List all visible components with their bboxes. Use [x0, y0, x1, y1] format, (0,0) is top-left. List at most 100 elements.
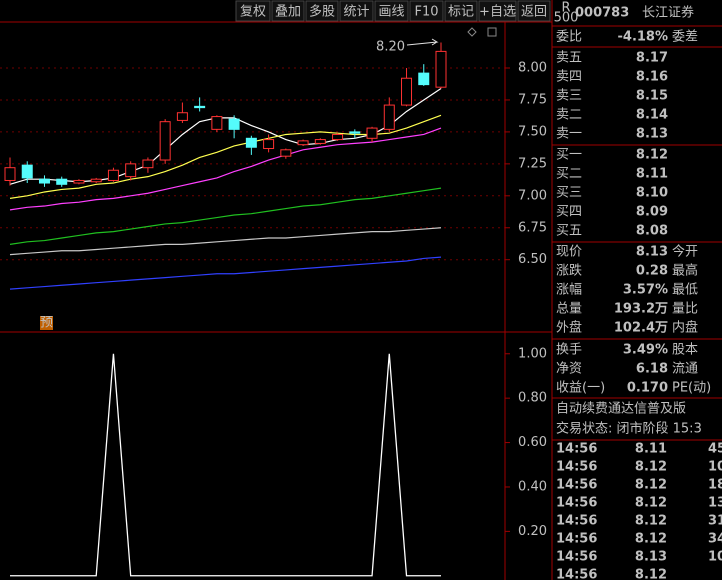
tick-volume: 31 — [708, 514, 722, 529]
stock-code: 000783 — [575, 6, 629, 21]
row-value: 8.17 — [636, 51, 668, 66]
tick-time: 14:56 — [556, 514, 597, 529]
y-tick-label: 7.75 — [518, 92, 547, 107]
toolbar-button[interactable] — [305, 0, 339, 22]
icon[interactable] — [467, 27, 477, 37]
y-tick-label: 7.25 — [518, 156, 547, 171]
high-label: 8.20 — [376, 40, 405, 55]
tick-volume: 34 — [708, 532, 722, 547]
candle-body — [297, 140, 309, 146]
candle-body — [383, 104, 395, 130]
candle-body — [435, 50, 447, 88]
row-value: 8.13 — [636, 127, 668, 142]
row-value: 193.2万 — [614, 302, 668, 317]
toolbar-button[interactable] — [517, 0, 551, 22]
row-label: 卖二 — [556, 108, 582, 123]
tick-time: 14:56 — [556, 568, 597, 580]
row-value: 8.15 — [636, 89, 668, 104]
ratio-value: -4.18% — [618, 30, 669, 45]
row-label: 买四 — [556, 205, 582, 220]
toolbar-label[interactable]: +自选 — [479, 5, 516, 20]
tick-price: 8.11 — [635, 442, 667, 457]
ratio-label: 委比 — [556, 30, 582, 45]
badge-box — [40, 316, 53, 330]
y-tick-label: 0.40 — [518, 479, 547, 494]
tick-price: 8.12 — [635, 532, 667, 547]
y-tick-label: 7.50 — [518, 124, 547, 139]
row-label: 卖三 — [556, 89, 582, 104]
row-value: 3.49% — [623, 343, 668, 358]
moving-average — [9, 256, 442, 290]
tick-volume: 13 — [708, 496, 722, 511]
candle-body — [4, 167, 16, 181]
candle-body — [21, 164, 33, 179]
row-value: 0.28 — [636, 264, 668, 279]
tick-time: 14:56 — [556, 442, 597, 457]
row-label: 流通 — [672, 362, 698, 377]
tick-price: 8.12 — [635, 460, 667, 475]
row-label: 收益(一) — [556, 381, 605, 396]
row-label: PE(动) — [672, 381, 711, 396]
toolbar-label[interactable]: 统计 — [343, 5, 369, 20]
toolbar-label[interactable]: 返回 — [521, 5, 547, 20]
row-label: 今开 — [672, 244, 698, 260]
candle-body — [142, 159, 154, 169]
row-value: 8.12 — [636, 148, 668, 163]
candle-body — [263, 139, 275, 150]
row-value: 8.11 — [636, 167, 668, 182]
toolbar-button[interactable] — [271, 0, 305, 22]
promo[interactable]: 自动续费通达信普及版 — [556, 402, 686, 417]
tick-time: 14:56 — [556, 532, 597, 547]
toolbar-button[interactable] — [374, 0, 409, 22]
candle-body — [314, 139, 326, 144]
y-tick-label: 7.00 — [518, 188, 547, 203]
tick-time: 14:56 — [556, 550, 597, 565]
toolbar-label[interactable]: 叠加 — [275, 5, 301, 20]
candle-body — [56, 178, 68, 185]
row-label: 最低 — [672, 283, 698, 298]
candle-body — [332, 133, 344, 141]
icon[interactable] — [487, 27, 497, 37]
toolbar-label[interactable]: 复权 — [240, 4, 266, 20]
row-label: 内盘 — [672, 320, 698, 336]
row-label: 买三 — [556, 186, 582, 201]
toolbar-label[interactable]: 画线 — [378, 5, 404, 20]
toolbar-button[interactable] — [339, 0, 374, 22]
badge-top: R — [561, 1, 570, 16]
row-value: 8.10 — [636, 186, 668, 201]
row-value: 8.14 — [636, 108, 668, 123]
toolbar-button[interactable] — [409, 0, 444, 22]
candle-body — [228, 118, 240, 130]
toolbar-label[interactable]: 多股 — [309, 4, 335, 20]
y-tick-label: 0.80 — [518, 391, 547, 406]
stock-name: 长江证券 — [642, 5, 694, 21]
candle-body — [107, 169, 119, 181]
row-value: 102.4万 — [614, 321, 668, 336]
tick-time: 14:56 — [556, 496, 597, 511]
toolbar-button[interactable] — [235, 0, 271, 22]
row-label: 卖一 — [556, 127, 582, 142]
y-tick-label: 0.20 — [518, 524, 547, 539]
row-label: 现价 — [556, 245, 582, 260]
moving-average — [9, 127, 442, 211]
row-value: 6.18 — [636, 362, 668, 377]
moving-average — [9, 227, 442, 256]
row-label: 股本 — [672, 343, 698, 358]
y-tick-label: 8.00 — [518, 61, 547, 76]
row-value: 8.08 — [636, 224, 668, 239]
candle-body — [280, 149, 292, 157]
toolbar-label[interactable]: F10 — [414, 5, 438, 20]
candle-body — [194, 105, 206, 109]
toolbar-button[interactable] — [478, 0, 517, 22]
row-value: 3.57% — [623, 283, 668, 298]
moving-average — [9, 187, 442, 245]
row-label: 量比 — [672, 302, 698, 317]
row-label: 买二 — [556, 167, 582, 182]
toolbar-label[interactable]: 标记 — [448, 5, 474, 20]
row-value: 8.09 — [636, 205, 668, 220]
row-label: 涨跌 — [556, 263, 582, 279]
candle-body — [211, 116, 223, 130]
row-label: 卖四 — [556, 70, 582, 85]
toolbar-button[interactable] — [444, 0, 478, 22]
